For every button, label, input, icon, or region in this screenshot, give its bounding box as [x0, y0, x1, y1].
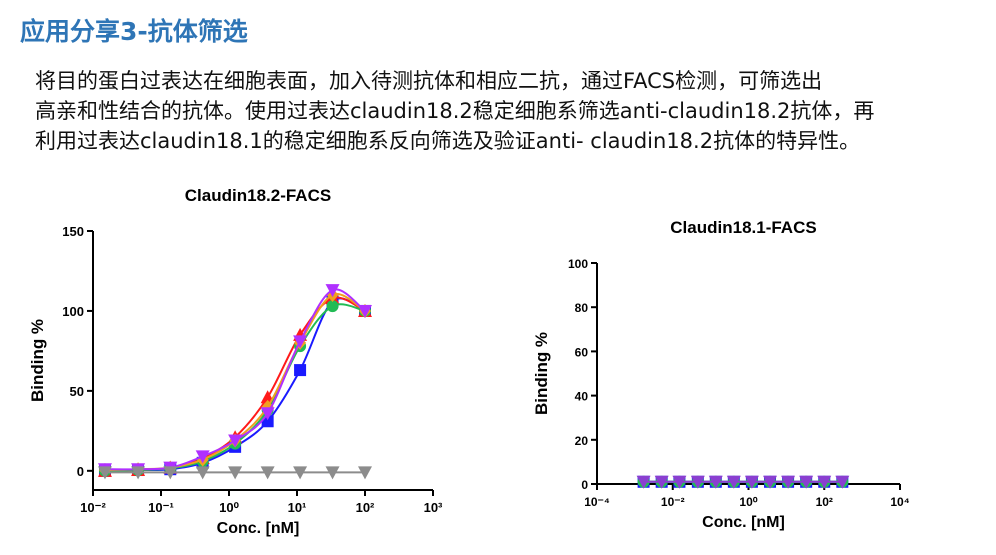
page-title: 应用分享3-抗体筛选 — [20, 17, 248, 46]
marker — [97, 466, 112, 480]
marker — [163, 466, 178, 480]
marker — [326, 300, 339, 313]
y-tick-label: 60 — [575, 345, 589, 359]
x-tick-label: 10⁰ — [739, 495, 757, 509]
x-tick-label: 10⁻² — [661, 495, 685, 509]
x-tick-label: 10¹ — [288, 500, 307, 515]
x-tick-label: 10⁻⁴ — [584, 495, 610, 509]
x-tick-label: 10⁰ — [219, 500, 239, 515]
x-tick-label: 10² — [816, 495, 833, 509]
paragraph-line: 利用过表达claudin18.1的稳定细胞系反向筛选及验证anti- claud… — [35, 129, 861, 153]
y-tick-label: 0 — [77, 464, 84, 479]
x-tick-label: 10² — [356, 500, 375, 515]
marker — [131, 466, 146, 480]
marker — [799, 475, 814, 489]
marker — [636, 475, 651, 489]
marker — [690, 475, 705, 489]
x-axis-label: Conc. [nM] — [702, 514, 785, 531]
y-tick-label: 100 — [568, 257, 588, 271]
marker — [228, 434, 243, 448]
y-axis-label: Binding % — [532, 332, 551, 415]
x-axis-label: Conc. [nM] — [217, 520, 300, 537]
marker — [195, 466, 210, 480]
chart-title: Claudin18.2-FACS — [185, 186, 331, 205]
marker — [325, 284, 340, 298]
marker — [708, 475, 723, 489]
paragraph-line: 高亲和性结合的抗体。使用过表达claudin18.2稳定细胞系筛选anti-cl… — [35, 99, 875, 123]
marker — [654, 475, 669, 489]
x-tick-label: 10⁻² — [80, 500, 106, 515]
marker — [260, 407, 275, 421]
y-tick-label: 80 — [575, 301, 589, 315]
marker — [763, 475, 778, 489]
marker — [294, 364, 307, 377]
marker — [293, 335, 308, 349]
marker — [358, 466, 372, 480]
marker — [817, 475, 832, 489]
marker — [228, 466, 243, 480]
y-tick-label: 150 — [62, 224, 84, 239]
marker — [744, 475, 759, 489]
y-tick-label: 20 — [575, 434, 589, 448]
marker — [781, 475, 796, 489]
marker — [325, 466, 340, 480]
x-tick-label: 10⁴ — [890, 495, 909, 509]
x-tick-label: 10⁻¹ — [148, 500, 174, 515]
marker — [195, 450, 210, 464]
marker — [672, 475, 687, 489]
chart-title: Claudin18.1-FACS — [670, 218, 816, 237]
marker — [293, 466, 308, 480]
x-tick-label: 10³ — [424, 500, 443, 515]
paragraph-line: 将目的蛋白过表达在细胞表面，加入待测抗体和相应二抗，通过FACS检测，可筛选出 — [35, 69, 823, 93]
marker — [358, 304, 372, 318]
marker — [835, 475, 850, 489]
y-tick-label: 50 — [70, 384, 84, 399]
marker — [726, 475, 741, 489]
marker — [260, 466, 275, 480]
y-axis-label: Binding % — [28, 319, 47, 402]
y-tick-label: 40 — [575, 390, 589, 404]
y-tick-label: 100 — [62, 304, 84, 319]
y-tick-label: 0 — [581, 478, 588, 492]
paragraph: 将目的蛋白过表达在细胞表面，加入待测抗体和相应二抗，通过FACS检测，可筛选出 … — [35, 66, 874, 156]
